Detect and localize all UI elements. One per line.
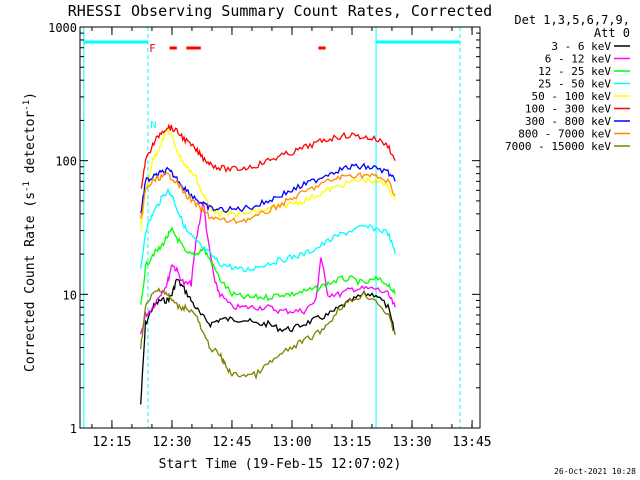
y-axis-label: Corrected Count Rate (s-1 detector-1) — [22, 92, 38, 372]
x-tick-label: 12:30 — [152, 435, 191, 450]
x-tick-label: 13:00 — [272, 435, 311, 450]
legend-entry-label: 12 - 25 keV — [538, 65, 611, 78]
y-tick-label: 1 — [70, 422, 77, 436]
x-tick-label: 13:45 — [453, 435, 492, 450]
y-tick-label: 100 — [55, 155, 77, 169]
series-line — [140, 287, 396, 381]
legend-entry-label: 3 - 6 keV — [551, 40, 611, 53]
chart-title: RHESSI Observing Summary Count Rates, Co… — [68, 2, 492, 20]
y-tick-label: 1000 — [48, 21, 77, 35]
plot-area: FN — [83, 27, 461, 428]
x-tick-label: 13:15 — [332, 435, 371, 450]
x-tick-label: 12:45 — [212, 435, 251, 450]
series-line — [140, 225, 396, 305]
x-tick-label: 13:30 — [392, 435, 431, 450]
legend-entry-label: 50 - 100 keV — [532, 90, 612, 103]
y-tick-label: 10 — [63, 288, 77, 302]
series-line — [140, 123, 396, 189]
legend-entry-label: 7000 - 15000 keV — [505, 140, 611, 153]
series-line — [140, 172, 396, 225]
night-flag-label: N — [150, 120, 156, 131]
series-line — [140, 200, 396, 335]
plot-frame — [79, 26, 481, 429]
series-line — [140, 278, 396, 405]
series-line — [140, 162, 396, 214]
legend-entry-label: 25 - 50 keV — [538, 78, 611, 91]
timestamp: 26-Oct-2021 10:28 — [554, 467, 636, 476]
series-line — [140, 187, 396, 273]
x-tick-label: 12:15 — [92, 435, 131, 450]
flare-flag-label: F — [149, 42, 156, 55]
legend-header-line2: Att 0 — [594, 26, 630, 40]
legend-entry-label: 100 - 300 keV — [525, 103, 611, 116]
axes: 1 10 100 1000 12:15 12:30 12:45 13:00 13:15 13:30… — [48, 21, 492, 450]
legend-entry-label: 6 - 12 keV — [545, 53, 612, 66]
legend-header-line1: Det 1,3,5,6,7,9, — [514, 13, 630, 27]
legend-entry-label: 800 - 7000 keV — [518, 128, 611, 141]
x-axis-label: Start Time (19-Feb-15 12:07:02) — [159, 457, 402, 472]
series-line — [140, 129, 396, 232]
legend-entry-label: 300 - 800 keV — [525, 115, 611, 128]
